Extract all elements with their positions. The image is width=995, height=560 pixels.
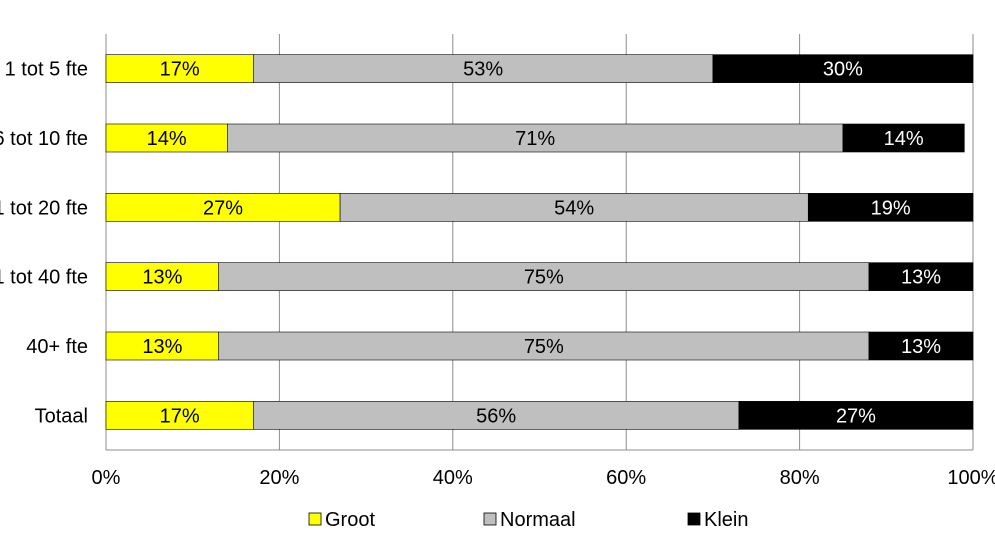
- axes: 0% 20% 40% 60% 80% 100% 1 tot 5 fte 6 tot 10 ft…: [0, 59, 995, 489]
- category-label: 21 tot 40 fte: [0, 267, 88, 289]
- data-label: 71%: [515, 128, 555, 150]
- data-label: 17%: [160, 59, 200, 81]
- bar-normaal-1: [227, 123, 844, 153]
- bar-klein-1: [842, 123, 965, 153]
- data-label: 13%: [142, 267, 182, 289]
- data-label: 30%: [823, 59, 863, 81]
- bar-groot-3: [105, 262, 220, 291]
- bar-groot-1: [105, 123, 228, 153]
- legend-swatch-groot: [308, 512, 322, 526]
- data-label: 14%: [884, 128, 924, 150]
- x-tick-label: 60%: [606, 467, 646, 489]
- bar-klein-0: [712, 54, 974, 83]
- bar-normaal-3: [218, 262, 870, 291]
- data-label: 75%: [524, 267, 564, 289]
- category-label: Totaal: [35, 405, 88, 427]
- x-tick-label: 80%: [780, 467, 820, 489]
- bar-normaal-4: [218, 331, 870, 361]
- data-label: 13%: [142, 336, 182, 358]
- x-tick-label: 20%: [259, 467, 299, 489]
- data-label: 27%: [203, 197, 243, 219]
- data-label: 75%: [524, 336, 564, 358]
- category-label: 11 tot 20 fte: [0, 197, 88, 219]
- data-label: 19%: [871, 197, 911, 219]
- bar-klein-3: [868, 262, 974, 291]
- data-label: 13%: [901, 336, 941, 358]
- data-label: 53%: [463, 59, 503, 81]
- category-label: 1 tot 5 fte: [5, 59, 88, 81]
- legend-swatch-klein: [687, 512, 701, 526]
- x-tick-label: 40%: [433, 467, 473, 489]
- data-label: 56%: [476, 405, 516, 427]
- x-tick-label: 0%: [92, 467, 121, 489]
- legend-label-groot: Groot: [325, 509, 375, 531]
- data-label: 14%: [147, 128, 187, 150]
- bar-groot-2: [105, 193, 341, 222]
- data-label: 27%: [836, 405, 876, 427]
- bar-klein-5: [738, 401, 974, 430]
- legend-label-normaal: Normaal: [500, 509, 576, 531]
- grid-lines: [105, 34, 974, 450]
- bar-groot-0: [105, 54, 254, 83]
- data-label: 54%: [554, 197, 594, 219]
- category-label: 6 tot 10 fte: [0, 128, 88, 150]
- bar-klein-4: [868, 331, 974, 361]
- category-label: 40+ fte: [26, 336, 88, 358]
- data-label: 13%: [901, 267, 941, 289]
- legend-swatch-normaal: [483, 512, 497, 526]
- x-tick-label: 100%: [947, 467, 995, 489]
- bar-groot-4: [105, 331, 220, 361]
- bar-normaal-5: [253, 401, 740, 430]
- data-label: 17%: [160, 405, 200, 427]
- bar-klein-2: [807, 193, 974, 222]
- legend-label-klein: Klein: [704, 509, 748, 531]
- bar-normaal-2: [339, 193, 809, 222]
- legend: Groot Normaal Klein: [308, 509, 748, 531]
- bars: 17% 53% 30% 14% 71% 14% 27% 54% 19% 13% 75% 13% 13% 7…: [105, 54, 974, 430]
